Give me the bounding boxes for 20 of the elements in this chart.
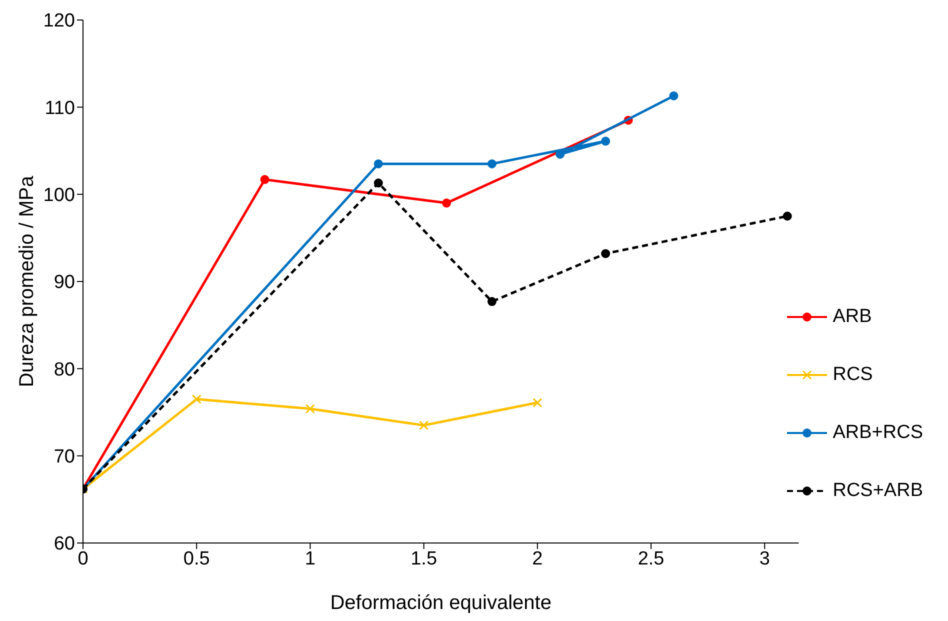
y-tick-label: 100 xyxy=(43,185,75,206)
x-tick-label: 3 xyxy=(759,548,770,570)
legend-label: RCS xyxy=(832,364,873,386)
legend-label: RCS+ARB xyxy=(832,480,923,502)
x-axis-title: Deformación equivalente xyxy=(330,592,552,614)
x-tick-label: 1 xyxy=(304,548,316,570)
y-tick-label: 60 xyxy=(54,534,75,555)
y-axis-title: Dureza promedio / MPa xyxy=(16,175,38,388)
y-tick-label: 110 xyxy=(44,98,75,119)
x-tick-label: 0.5 xyxy=(183,548,210,570)
y-tick-label: 70 xyxy=(54,446,75,468)
x-tick-label: 0 xyxy=(78,548,88,570)
y-tick-label: 90 xyxy=(54,272,75,294)
legend-label: ARB xyxy=(832,306,872,328)
x-tick-label: 2.5 xyxy=(638,548,664,570)
x-tick-label: 1.5 xyxy=(410,548,438,570)
y-tick-label: 80 xyxy=(54,359,75,380)
y-tick-label: 120 xyxy=(43,10,75,32)
x-tick-label: 2 xyxy=(532,548,543,570)
legend-label: ARB+RCS xyxy=(832,422,923,444)
